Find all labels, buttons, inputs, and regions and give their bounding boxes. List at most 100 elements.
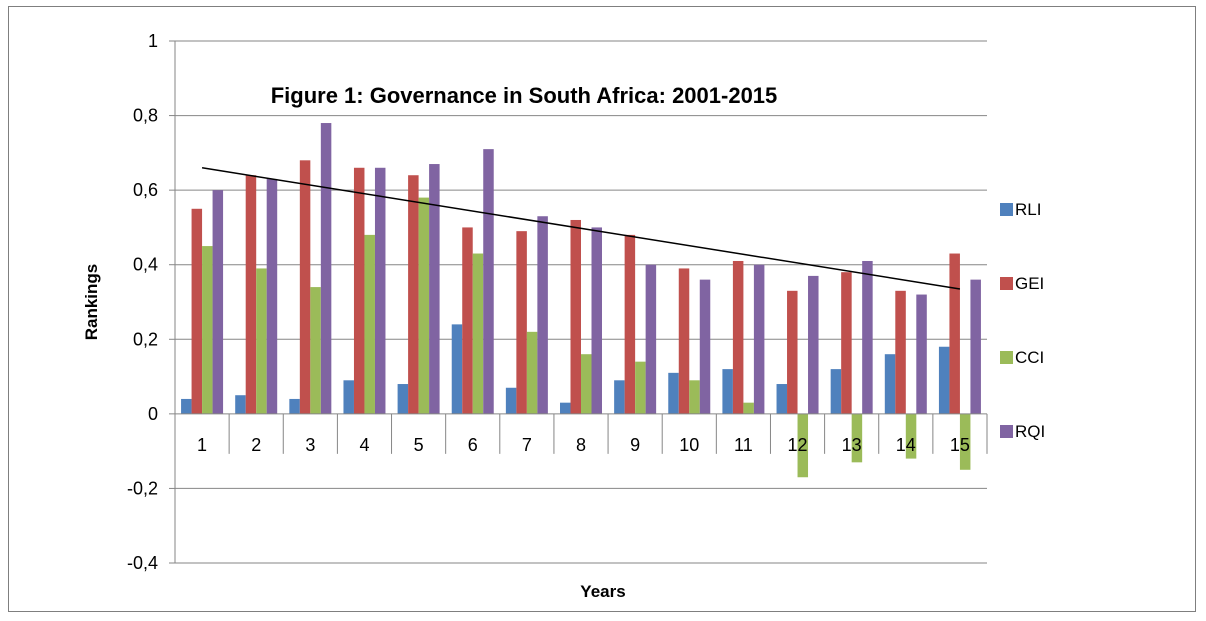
bar-cci-15 — [959, 413, 971, 470]
y-tick-label: -0,2 — [127, 478, 158, 498]
bar-rli-6 — [451, 324, 463, 414]
bar-cci-12 — [797, 413, 809, 478]
bar-rqi-8 — [591, 227, 602, 414]
bar-rqi-10 — [699, 279, 711, 414]
bar-rli-7 — [505, 387, 517, 414]
bar-gei-11 — [732, 260, 744, 414]
bar-rli-11 — [722, 369, 733, 414]
bar-gei-6 — [462, 227, 473, 414]
x-tick-label: 10 — [679, 435, 699, 455]
bar-cci-2 — [256, 268, 267, 414]
legend-label-gei: GEI — [1015, 274, 1044, 293]
bar-rqi-15 — [970, 279, 981, 414]
x-tick-label: 13 — [842, 435, 862, 455]
bar-rqi-3 — [320, 123, 332, 414]
bar-cci-13 — [851, 413, 863, 463]
bar-cci-5 — [418, 197, 430, 414]
bar-gei-2 — [245, 175, 257, 414]
y-axis-title: Rankings — [82, 264, 101, 341]
bar-rqi-11 — [753, 264, 765, 414]
legend-label-rqi: RQI — [1015, 422, 1045, 441]
y-tick-label: 1 — [148, 31, 158, 51]
y-tick-label: 0,4 — [133, 255, 158, 275]
bar-rqi-14 — [916, 294, 927, 414]
bar-rli-1 — [181, 398, 192, 414]
bar-rli-2 — [235, 395, 246, 414]
bar-gei-15 — [949, 253, 960, 414]
bar-gei-13 — [841, 272, 852, 414]
bar-gei-14 — [895, 290, 906, 414]
bar-gei-5 — [408, 175, 419, 414]
bar-rli-8 — [560, 402, 571, 414]
x-tick-label: 14 — [896, 435, 916, 455]
bar-gei-8 — [570, 219, 581, 414]
bars — [181, 123, 981, 478]
x-tick-label: 2 — [251, 435, 261, 455]
bar-gei-7 — [516, 231, 527, 414]
bar-rqi-12 — [808, 275, 819, 414]
bar-cci-4 — [364, 234, 375, 414]
y-tick-labels: -0,4 -0,2 0 0,2 0,4 0,6 0,8 1 — [127, 31, 158, 573]
x-tick-label: 11 — [734, 435, 753, 455]
bar-rli-12 — [776, 384, 788, 414]
bar-rqi-9 — [645, 264, 657, 414]
bar-rli-14 — [884, 354, 896, 414]
x-tick-labels: 1 2 3 4 5 6 7 8 9 10 11 12 13 14 15 — [197, 435, 970, 455]
legend: RLI GEI CCI RQI — [1000, 200, 1045, 441]
x-tick-label: 1 — [197, 435, 207, 455]
bar-cci-8 — [581, 354, 592, 414]
x-axis-title: Years — [580, 582, 625, 601]
x-tick-label: 3 — [305, 435, 315, 455]
bar-gei-3 — [299, 160, 311, 414]
legend-swatch-gei — [1000, 277, 1013, 290]
bar-rli-15 — [938, 346, 950, 414]
bar-cci-11 — [743, 402, 754, 414]
legend-label-cci: CCI — [1015, 348, 1044, 367]
legend-swatch-cci — [1000, 351, 1013, 364]
x-tick-label: 9 — [630, 435, 640, 455]
bar-rqi-6 — [483, 149, 494, 414]
bar-rli-3 — [289, 398, 300, 414]
bar-rqi-2 — [266, 178, 278, 414]
y-tick-label: 0 — [148, 404, 158, 424]
bar-cci-9 — [635, 361, 646, 414]
y-tick-label: 0,8 — [133, 106, 158, 126]
bar-rqi-4 — [374, 167, 386, 414]
bar-gei-9 — [624, 234, 636, 414]
bar-rli-4 — [343, 380, 354, 414]
x-tick-label: 6 — [468, 435, 478, 455]
y-tick-label: -0,4 — [127, 553, 158, 573]
bar-rli-5 — [397, 384, 409, 414]
x-tick-label: 15 — [950, 435, 970, 455]
x-tick-label: 5 — [414, 435, 424, 455]
bar-cci-6 — [472, 253, 484, 414]
bar-rli-10 — [668, 372, 679, 414]
bar-cci-7 — [526, 331, 538, 414]
legend-swatch-rli — [1000, 203, 1013, 216]
bar-rqi-5 — [429, 164, 440, 414]
x-tick-label: 4 — [359, 435, 369, 455]
bar-cci-3 — [310, 287, 321, 414]
bar-gei-12 — [787, 290, 798, 414]
bar-gei-4 — [353, 167, 365, 414]
x-tick-label: 7 — [522, 435, 532, 455]
bar-rli-9 — [614, 380, 625, 414]
legend-label-rli: RLI — [1015, 200, 1041, 219]
trendline — [201, 167, 961, 290]
legend-swatch-rqi — [1000, 425, 1013, 438]
trendline-line — [201, 167, 961, 290]
bar-cci-10 — [689, 380, 700, 414]
y-tick-label: 0,6 — [133, 180, 158, 200]
bar-gei-1 — [191, 208, 203, 414]
x-tick-label: 12 — [788, 435, 808, 455]
chart-title: Figure 1: Governance in South Africa: 20… — [271, 83, 778, 108]
bar-rqi-7 — [537, 216, 548, 414]
bar-rqi-1 — [212, 190, 224, 414]
y-tick-label: 0,2 — [133, 329, 158, 349]
bar-rli-13 — [830, 369, 842, 414]
axes — [169, 40, 988, 564]
bar-rqi-13 — [862, 260, 873, 414]
x-tick-label: 8 — [576, 435, 586, 455]
bar-cci-1 — [202, 246, 213, 414]
